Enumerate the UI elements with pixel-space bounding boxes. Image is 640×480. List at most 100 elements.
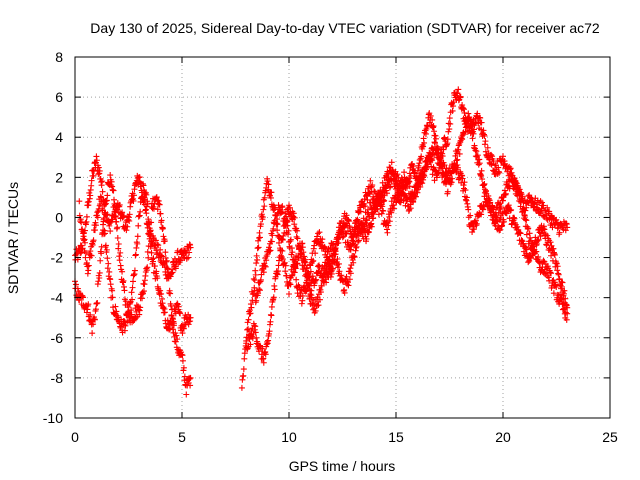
data-point	[72, 281, 79, 288]
data-point	[98, 250, 105, 257]
data-point	[461, 109, 468, 116]
data-point	[500, 218, 507, 225]
data-point	[317, 289, 324, 296]
data-point	[547, 239, 554, 246]
data-point	[481, 132, 488, 139]
data-point	[81, 239, 88, 246]
data-point	[148, 243, 155, 250]
data-point	[279, 256, 286, 263]
axis-ticks: -10 -8 -6 -4 -2 0 2 4 6 8 0 5 10 15 20 25	[43, 49, 618, 445]
plot-frame	[74, 56, 611, 419]
data-point	[522, 216, 529, 223]
data-point	[255, 237, 262, 244]
data-point	[431, 140, 438, 147]
data-point	[92, 306, 99, 313]
data-point	[96, 269, 103, 276]
data-point	[296, 240, 303, 247]
data-point	[274, 216, 281, 223]
data-point	[167, 325, 174, 332]
data-point	[185, 254, 192, 261]
data-point	[99, 207, 106, 214]
data-marks	[72, 86, 571, 398]
data-point	[324, 248, 331, 255]
data-point	[116, 201, 123, 208]
data-point	[467, 212, 474, 219]
data-point	[461, 179, 468, 186]
data-point	[270, 225, 277, 232]
data-point	[490, 167, 497, 174]
data-point	[375, 211, 382, 218]
data-point	[139, 295, 146, 302]
data-point	[100, 227, 107, 234]
data-point	[315, 230, 322, 237]
data-point	[363, 235, 370, 242]
data-point	[183, 391, 190, 398]
data-point	[564, 224, 571, 231]
data-point	[260, 359, 267, 366]
data-point	[548, 270, 555, 277]
data-point	[289, 249, 296, 256]
data-point	[446, 126, 453, 133]
data-point	[316, 229, 323, 236]
data-point	[117, 249, 124, 256]
data-point	[100, 216, 107, 223]
data-point	[284, 222, 291, 229]
data-point	[254, 338, 261, 345]
data-point	[346, 276, 353, 283]
data-point	[298, 247, 305, 254]
data-point	[112, 303, 119, 310]
data-point	[278, 209, 285, 216]
data-point	[542, 231, 549, 238]
data-point	[240, 372, 247, 379]
data-point	[525, 225, 532, 232]
data-point	[511, 175, 518, 182]
data-point	[445, 128, 452, 135]
data-point	[345, 282, 352, 289]
data-point	[244, 326, 251, 333]
data-point	[361, 196, 368, 203]
data-point	[177, 257, 184, 264]
data-point	[147, 233, 154, 240]
data-point	[161, 238, 168, 245]
data-point	[135, 222, 142, 229]
data-point	[259, 214, 266, 221]
data-point	[406, 206, 413, 213]
data-point	[523, 204, 530, 211]
data-point	[186, 249, 193, 256]
data-point	[85, 198, 92, 205]
data-point	[499, 222, 506, 229]
data-point	[302, 268, 309, 275]
data-point	[253, 260, 260, 267]
data-point	[457, 93, 464, 100]
data-point	[556, 275, 563, 282]
data-point	[537, 198, 544, 205]
data-point	[137, 304, 144, 311]
data-point	[104, 255, 111, 262]
data-point	[262, 351, 269, 358]
data-point	[245, 316, 252, 323]
data-point	[550, 290, 557, 297]
data-point	[321, 270, 328, 277]
data-point	[112, 208, 119, 215]
data-point	[502, 190, 509, 197]
data-point	[421, 139, 428, 146]
data-point	[151, 263, 158, 270]
data-point	[90, 321, 97, 328]
data-point	[109, 294, 116, 301]
y-tick-label: 4	[55, 129, 63, 145]
data-point	[478, 167, 485, 174]
data-point	[353, 243, 360, 250]
data-point	[498, 204, 505, 211]
data-point	[528, 254, 535, 261]
data-point	[394, 171, 401, 178]
data-point	[525, 259, 532, 266]
data-point	[312, 307, 319, 314]
data-point	[167, 290, 174, 297]
data-point	[128, 307, 135, 314]
data-point	[558, 296, 565, 303]
data-point	[93, 157, 100, 164]
data-point	[469, 129, 476, 136]
data-point	[421, 172, 428, 179]
data-point	[107, 228, 114, 235]
data-point	[470, 130, 477, 137]
